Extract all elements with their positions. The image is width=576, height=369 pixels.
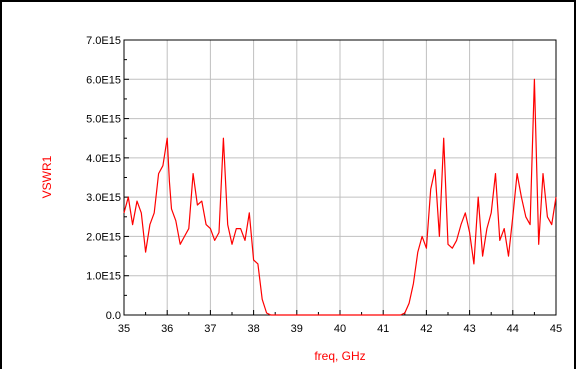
x-tick-labels: 35 36 37 38 39 40 41 42 43 44 45	[118, 323, 562, 335]
x-tick-label: 45	[550, 323, 562, 335]
x-tick-label: 44	[507, 323, 519, 335]
y-tick-label: 2.0E15	[86, 231, 121, 243]
x-tick-label: 36	[161, 323, 173, 335]
x-tick-label: 38	[247, 323, 259, 335]
y-tick-label: 7.0E15	[86, 35, 121, 47]
x-tick-label: 41	[377, 323, 389, 335]
x-tick-label: 40	[334, 323, 346, 335]
x-axis-title: freq, GHz	[314, 349, 365, 363]
x-tick-label: 37	[204, 323, 216, 335]
axis-ticks	[123, 39, 557, 316]
y-tick-label: 4.0E15	[86, 153, 121, 165]
y-tick-label: 1.0E15	[86, 271, 121, 283]
x-tick-label: 35	[118, 323, 130, 335]
y-tick-labels: 0.0 1.0E15 2.0E15 3.0E15 4.0E15 5.0E15 6.0E15 7…	[86, 35, 121, 322]
series-group	[123, 78, 557, 316]
y-axis-title: VSWR1	[40, 155, 54, 198]
y-tick-label: 3.0E15	[86, 192, 121, 204]
y-tick-label: 6.0E15	[86, 74, 121, 86]
y-tick-label: 5.0E15	[86, 114, 121, 126]
grid	[124, 40, 556, 315]
series-line	[123, 78, 557, 316]
x-tick-label: 39	[291, 323, 303, 335]
x-tick-label: 42	[420, 323, 432, 335]
x-tick-label: 43	[463, 323, 475, 335]
y-tick-label: 0.0	[106, 310, 121, 322]
